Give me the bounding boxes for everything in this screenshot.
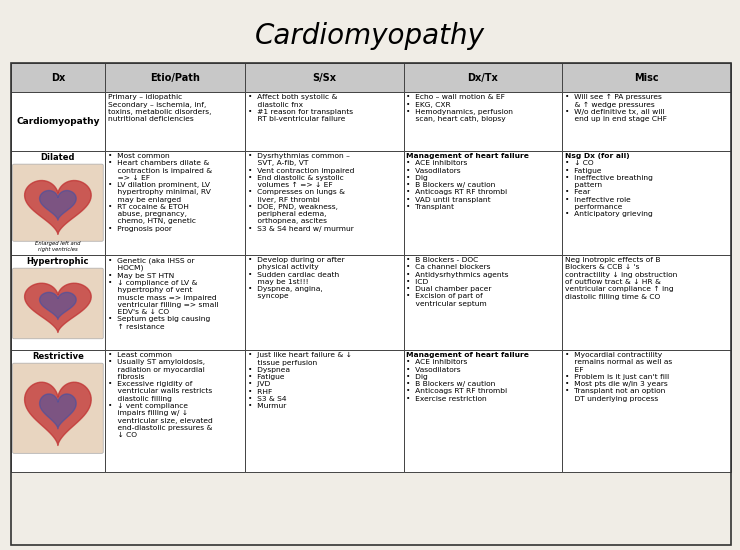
Bar [11,255,104,350]
Text: •  Myocardial contractility
    remains normal as well as
    EF
•  Problem is i: • Myocardial contractility remains norma… [565,352,672,402]
Text: •  Will see ↑ PA pressures
    & ↑ wedge pressures
•  W/o definitive tx, all wil: • Will see ↑ PA pressures & ↑ wedge pres… [565,95,667,122]
Bar [562,92,731,151]
Text: •  Just like heart failure & ↓
    tissue perfusion
•  Dyspnea
•  Fatigue
•  JVD: • Just like heart failure & ↓ tissue per… [248,352,352,409]
Bar [562,350,731,472]
Text: Cardiomyopathy: Cardiomyopathy [16,117,100,126]
Bar [104,350,245,472]
Text: Etio/Path: Etio/Path [150,73,200,82]
Text: •  Develop during or after
    physical activity
•  Sudden cardiac death
    may: • Develop during or after physical activ… [248,257,345,299]
Bar [11,151,104,255]
Text: Enlarged left and
right ventricles: Enlarged left and right ventricles [36,241,81,252]
Text: •  ↓ CO
•  Fatigue
•  Ineffective breathing
    pattern
•  Fear
•  Ineffective r: • ↓ CO • Fatigue • Ineffective breathing… [565,160,653,217]
FancyBboxPatch shape [13,268,103,339]
Text: Dx: Dx [51,73,65,82]
Text: •  ACE inhibitors
•  Vasodilators
•  Dig
•  B Blockers w/ caution
•  Anticoags R: • ACE inhibitors • Vasodilators • Dig • … [406,359,508,402]
Text: •  B Blockers - DOC
•  Ca channel blockers
•  Antidysrhythmics agents
•  ICD
•  : • B Blockers - DOC • Ca channel blockers… [406,257,509,307]
Text: •  Least common
•  Usually ST amyloidosis,
    radiation or myocardial
    fibro: • Least common • Usually ST amyloidosis,… [107,352,212,438]
Bar [245,92,403,151]
Text: •  Dysrhythmias common –
    SVT, A-fib, VT
•  Vent contraction impaired
•  End : • Dysrhythmias common – SVT, A-fib, VT •… [248,153,354,232]
Text: Management of heart failure: Management of heart failure [406,352,529,358]
Bar [403,151,562,255]
Bar [562,255,731,350]
Text: •  Affect both systolic &
    diastolic fnx
•  #1 reason for transplants
    RT : • Affect both systolic & diastolic fnx •… [248,95,353,122]
FancyBboxPatch shape [13,164,103,241]
Text: Nsg Dx (for all): Nsg Dx (for all) [565,153,630,159]
Text: •  Genetic (aka IHSS or
    HOCM)
•  May be ST HTN
•  ↓ compliance of LV &
    h: • Genetic (aka IHSS or HOCM) • May be ST… [107,257,218,329]
Text: Dilated: Dilated [41,153,75,162]
Polygon shape [39,293,76,320]
Bar [245,151,403,255]
Bar [245,350,403,472]
Text: Dx/Tx: Dx/Tx [468,73,498,82]
Polygon shape [39,394,76,428]
Bar [403,92,562,151]
Text: Misc: Misc [634,73,659,82]
Bar [11,63,104,92]
Bar [11,92,104,151]
Bar [562,151,731,255]
Bar [245,255,403,350]
Text: Primary – idiopathic
Secondary – ischemia, inf,
toxins, metabolic disorders,
nut: Primary – idiopathic Secondary – ischemi… [107,95,211,122]
Text: Restrictive: Restrictive [32,352,84,361]
Polygon shape [24,180,91,234]
Bar [104,92,245,151]
Bar [403,255,562,350]
Bar [403,63,562,92]
Text: Cardiomyopathy: Cardiomyopathy [255,22,485,50]
Bar [403,350,562,472]
Polygon shape [24,382,91,446]
Text: Management of heart failure: Management of heart failure [406,153,529,159]
Text: S/Sx: S/Sx [312,73,336,82]
Bar [11,63,731,544]
Text: •  ACE inhibitors
•  Vasodilators
•  Dig
•  B Blockers w/ caution
•  Anticoags R: • ACE inhibitors • Vasodilators • Dig • … [406,160,508,210]
Text: •  Echo – wall motion & EF
•  EKG, CXR
•  Hemodynamics, perfusion
    scan, hear: • Echo – wall motion & EF • EKG, CXR • H… [406,95,514,122]
FancyBboxPatch shape [13,363,103,453]
Text: •  Most common
•  Heart chambers dilate &
    contraction is impaired &
    => ↓: • Most common • Heart chambers dilate & … [107,153,212,232]
Polygon shape [24,283,91,332]
Bar [245,63,403,92]
Bar [104,63,245,92]
Text: Hypertrophic: Hypertrophic [27,257,89,266]
Bar [104,151,245,255]
Polygon shape [39,190,76,220]
Text: Neg Inotropic effects of B
Blockers & CCB ↓ 's
contractility ↓ ing obstruction
o: Neg Inotropic effects of B Blockers & CC… [565,257,677,300]
Bar [104,255,245,350]
Bar [11,350,104,472]
Bar [562,63,731,92]
